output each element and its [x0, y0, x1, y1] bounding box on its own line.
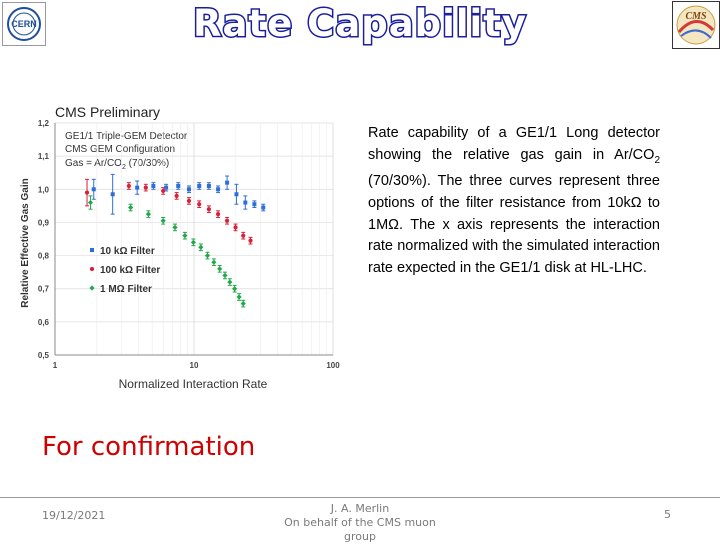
data-point-10k [135, 185, 140, 190]
y-tick-label: 0,6 [38, 318, 50, 327]
legend-label: 1 MΩ Filter [100, 284, 152, 295]
footer-author: J. A. Merlin On behalf of the CMS muon g… [270, 502, 450, 544]
legend-marker [90, 248, 94, 252]
chart-annotation-line3: Gas = Ar/CO2 (70/30%) [65, 158, 169, 171]
page-title: Rate Capability [191, 1, 528, 47]
chart-annotation-line1: GE1/1 Triple-GEM Detector [65, 131, 188, 142]
data-point-1m [217, 266, 223, 272]
cern-logo-graphic: CERN [7, 7, 41, 41]
description-part2: (70/30%). The three curves represent thr… [368, 173, 660, 277]
legend-label: 100 kΩ Filter [100, 265, 160, 276]
chart-legend: 10 kΩ Filter 100 kΩ Filter 1 MΩ Filter [89, 246, 160, 295]
data-point-100k [224, 218, 230, 223]
y-tick-label: 0,5 [38, 351, 50, 360]
chart-annotation-line2: CMS GEM Configuration [65, 144, 175, 155]
data-point-10k [261, 205, 266, 210]
y-tick-label: 1,2 [38, 119, 50, 128]
data-point-100k [84, 190, 90, 195]
data-point-1m [172, 224, 178, 230]
data-point-10k [225, 180, 230, 185]
data-point-100k [186, 198, 192, 203]
data-point-1m [128, 204, 134, 211]
data-point-100k [248, 238, 253, 243]
footer-divider [0, 497, 720, 498]
legend-marker [89, 285, 95, 291]
chart-ticks: 0,5 0,6 0,7 0,8 0,9 1,0 1,1 1,2 1 10 100 [38, 119, 340, 370]
legend-label: 10 kΩ Filter [100, 246, 155, 257]
data-point-10k [197, 183, 202, 188]
chart-points [84, 173, 266, 308]
data-point-100k [161, 188, 166, 194]
rate-capability-chart: CMS Preliminary GE1/1 Triple-GEM Detecto… [20, 104, 340, 391]
data-point-1m [198, 244, 204, 250]
data-point-100k [174, 193, 179, 199]
data-point-10k [243, 200, 248, 205]
data-point-10k [176, 183, 181, 188]
data-point-100k [241, 233, 246, 238]
data-point-10k [164, 185, 169, 190]
y-tick-label: 1,1 [38, 152, 50, 161]
data-point-10k [234, 192, 239, 197]
y-tick-label: 0,9 [38, 218, 50, 227]
data-point-10k [91, 187, 96, 192]
data-point-1m [160, 218, 166, 224]
y-axis-label: Relative Effective Gas Gain [20, 178, 31, 308]
data-point-1m [145, 211, 152, 217]
data-point-1m [222, 272, 228, 279]
cern-logo-text: CERN [11, 19, 37, 29]
data-point-100k [143, 185, 148, 190]
data-point-1m [227, 279, 233, 285]
data-point-10k [151, 183, 156, 188]
data-point-10k [216, 187, 221, 192]
description-subscript: 2 [654, 154, 660, 166]
x-tick-label: 100 [326, 361, 340, 370]
data-point-1m [182, 233, 188, 239]
footer-date: 19/12/2021 [42, 509, 106, 522]
data-point-1m [240, 301, 246, 307]
cms-logo-text: CMS [685, 11, 707, 22]
cms-logo-graphic: CMS [676, 5, 716, 45]
chart-axes [54, 123, 333, 356]
data-point-1m [211, 259, 217, 265]
data-point-10k [110, 192, 115, 197]
data-point-10k [206, 183, 211, 188]
data-point-1m [190, 239, 196, 245]
x-tick-label: 1 [53, 361, 58, 370]
data-point-10k [252, 202, 257, 207]
data-point-1m [232, 286, 238, 292]
chart-title: CMS Preliminary [55, 104, 160, 120]
confirmation-note: For confirmation [42, 432, 256, 462]
data-point-1m [236, 294, 242, 300]
data-point-100k [206, 207, 212, 212]
description-part1: Rate capability of a GE1/1 Long detector… [368, 125, 660, 163]
cern-logo: CERN [2, 2, 46, 46]
description-text: Rate capability of a GE1/1 Long detector… [368, 123, 660, 280]
data-point-1m [204, 252, 211, 259]
data-point-100k [215, 212, 221, 217]
x-tick-label: 10 [190, 361, 199, 370]
x-axis-label: Normalized Interaction Rate [119, 377, 268, 391]
cms-logo: CMS [672, 1, 720, 49]
y-tick-label: 1,0 [38, 185, 50, 194]
footer-author-name: J. A. Merlin [330, 502, 390, 515]
data-point-1m [87, 199, 94, 206]
legend-marker [89, 266, 95, 272]
data-point-10k [186, 187, 191, 192]
y-tick-label: 0,7 [38, 285, 50, 294]
data-point-100k [197, 202, 202, 207]
data-point-100k [233, 225, 238, 230]
y-tick-label: 0,8 [38, 252, 50, 261]
page-number: 5 [664, 508, 671, 521]
data-point-100k [126, 183, 131, 189]
